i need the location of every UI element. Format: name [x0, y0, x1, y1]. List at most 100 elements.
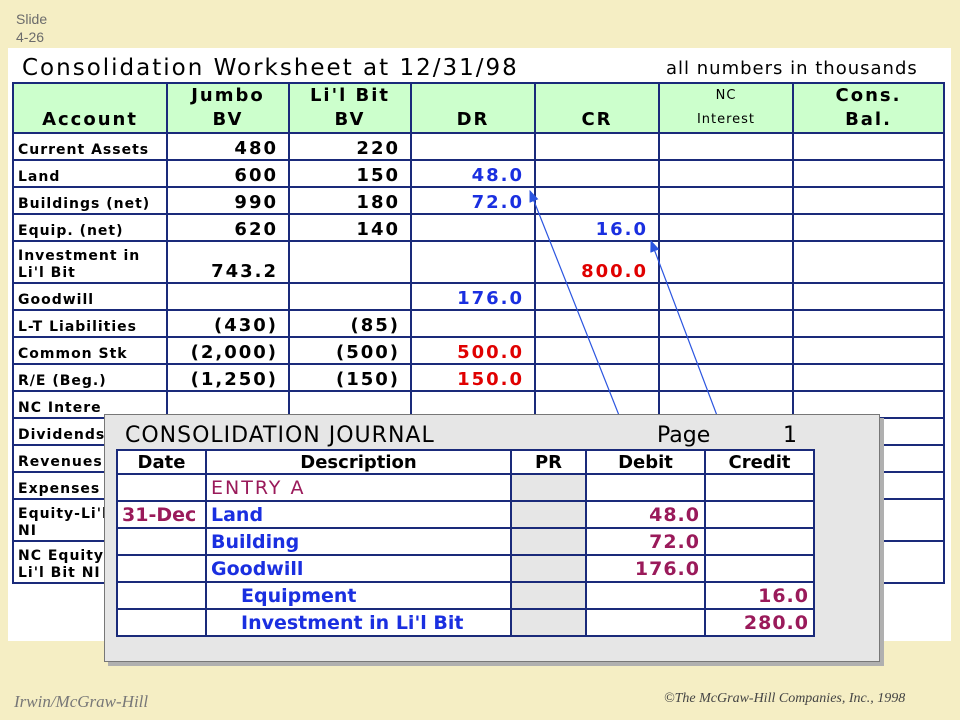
journal-page-label: Page	[657, 423, 711, 448]
account-cell: L-T Liabilities	[12, 309, 168, 338]
account-cell: Current Assets	[12, 132, 168, 161]
journal-row: Equipment 16.0	[118, 583, 813, 608]
nc-interest-cell	[658, 213, 794, 242]
worksheet-row: Land 600 150 48.0	[12, 159, 945, 188]
header-dr: DR	[410, 82, 536, 134]
cons-bal-cell	[792, 363, 945, 392]
account-cell: Investment in Li'l Bit	[12, 240, 168, 284]
publisher-label: Irwin/McGraw-Hill	[14, 692, 149, 711]
journal-debit-cell: 72.0	[587, 529, 704, 554]
journal-description-cell: Investment in Li'l Bit	[207, 610, 510, 635]
journal-description-cell: Land	[207, 502, 510, 527]
nc-interest-cell	[658, 282, 794, 311]
worksheet-row: L-T Liabilities (430) (85)	[12, 309, 945, 338]
dr-cell	[410, 213, 536, 242]
journal-credit-cell	[706, 529, 813, 554]
cr-cell: 16.0	[534, 213, 660, 242]
cons-bal-cell	[792, 282, 945, 311]
cr-cell	[534, 132, 660, 161]
cr-cell	[534, 159, 660, 188]
worksheet-note: all numbers in thousands	[666, 58, 918, 79]
header-cons-bal: Cons. Bal.	[792, 82, 945, 134]
dr-cell	[410, 240, 536, 284]
journal-credit-cell	[706, 556, 813, 581]
jumbo-bv-cell: 600	[166, 159, 290, 188]
libit-bv-cell: (85)	[288, 309, 412, 338]
consolidation-journal: CONSOLIDATION JOURNAL Page 1 Date Descri…	[104, 414, 880, 662]
jumbo-bv-cell	[166, 282, 290, 311]
journal-header-pr: PR	[512, 451, 585, 473]
journal-debit-cell	[587, 475, 704, 500]
libit-bv-cell: 140	[288, 213, 412, 242]
dr-cell: 72.0	[410, 186, 536, 215]
journal-date-cell: 31-Dec	[118, 502, 205, 527]
journal-date-cell	[118, 529, 205, 554]
journal-pr-cell	[512, 556, 585, 581]
cons-bal-cell	[792, 336, 945, 365]
journal-credit-cell: 280.0	[706, 610, 813, 635]
cons-bal-cell	[792, 309, 945, 338]
jumbo-bv-cell: 743.2	[166, 240, 290, 284]
cr-cell	[534, 363, 660, 392]
account-cell: NC Intere	[12, 390, 168, 419]
jumbo-bv-cell: (1,250)	[166, 363, 290, 392]
nc-interest-cell	[658, 186, 794, 215]
worksheet-row: Buildings (net) 990 180 72.0	[12, 186, 945, 215]
jumbo-bv-cell: 990	[166, 186, 290, 215]
libit-bv-cell: (150)	[288, 363, 412, 392]
journal-page-number: 1	[783, 423, 797, 448]
nc-interest-cell	[658, 159, 794, 188]
journal-debit-cell	[587, 583, 704, 608]
journal-title: CONSOLIDATION JOURNAL	[125, 423, 435, 448]
journal-date-cell	[118, 610, 205, 635]
journal-pr-cell	[512, 475, 585, 500]
libit-bv-cell	[288, 240, 412, 284]
header-libit: Li'l Bit BV	[288, 82, 412, 134]
journal-credit-cell	[706, 502, 813, 527]
journal-credit-cell: 16.0	[706, 583, 813, 608]
slide-page: 4-26	[16, 29, 45, 45]
account-cell: Goodwill	[12, 282, 168, 311]
header-nc-interest: NC Interest	[658, 82, 794, 134]
journal-date-cell	[118, 556, 205, 581]
cons-bal-cell	[792, 213, 945, 242]
libit-bv-cell: 220	[288, 132, 412, 161]
nc-interest-cell	[658, 132, 794, 161]
cons-bal-cell	[792, 159, 945, 188]
libit-bv-cell: (500)	[288, 336, 412, 365]
copyright-label: ©The McGraw-Hill Companies, Inc., 1998	[664, 691, 906, 706]
cons-bal-cell	[792, 132, 945, 161]
journal-description-cell: Building	[207, 529, 510, 554]
journal-description-cell: Equipment	[207, 583, 510, 608]
account-cell: Buildings (net)	[12, 186, 168, 215]
journal-row: Investment in Li'l Bit 280.0	[118, 610, 813, 635]
nc-interest-cell	[658, 309, 794, 338]
dr-cell: 500.0	[410, 336, 536, 365]
journal-table: Date Description PR Debit Credit ENTRY A…	[116, 449, 815, 637]
jumbo-bv-cell: (2,000)	[166, 336, 290, 365]
journal-debit-cell	[587, 610, 704, 635]
cr-cell	[534, 309, 660, 338]
worksheet-header-row: Account Jumbo BV Li'l Bit BV DR CR NC Inter…	[12, 82, 945, 134]
journal-date-cell	[118, 583, 205, 608]
dr-cell	[410, 309, 536, 338]
journal-debit-cell: 48.0	[587, 502, 704, 527]
journal-header-credit: Credit	[706, 451, 813, 473]
jumbo-bv-cell: (430)	[166, 309, 290, 338]
journal-header-description: Description	[207, 451, 510, 473]
journal-row: Goodwill 176.0	[118, 556, 813, 581]
worksheet-row: Common Stk (2,000) (500) 500.0	[12, 336, 945, 365]
dr-cell: 48.0	[410, 159, 536, 188]
journal-pr-cell	[512, 583, 585, 608]
slide-number: Slide 4-26	[16, 10, 47, 46]
account-cell: Land	[12, 159, 168, 188]
cons-bal-cell	[792, 240, 945, 284]
worksheet-row: Investment in Li'l Bit 743.2 800.0	[12, 240, 945, 284]
libit-bv-cell: 180	[288, 186, 412, 215]
journal-header-debit: Debit	[587, 451, 704, 473]
journal-credit-cell	[706, 475, 813, 500]
account-cell: Equip. (net)	[12, 213, 168, 242]
cr-cell	[534, 186, 660, 215]
cons-bal-cell	[792, 186, 945, 215]
account-cell: R/E (Beg.)	[12, 363, 168, 392]
